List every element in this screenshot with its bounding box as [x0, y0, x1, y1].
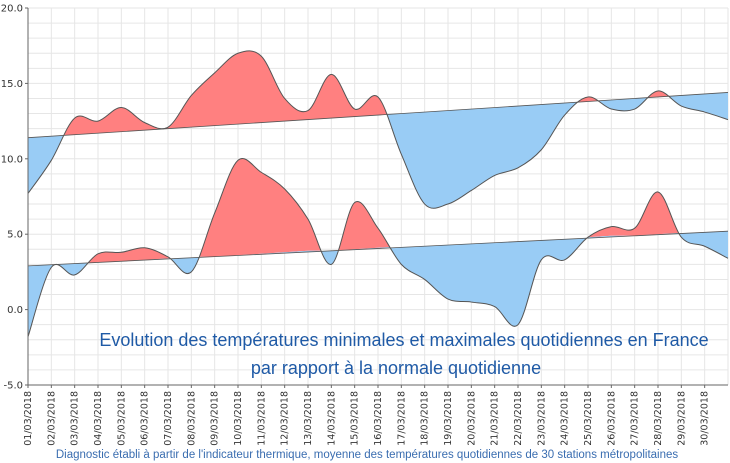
x-tick-label: 10/03/2018 [233, 391, 244, 446]
area-fills [28, 50, 728, 337]
tmin-above-normal-area [28, 158, 728, 266]
x-tick-label: 29/03/2018 [676, 391, 687, 446]
x-tick-label: 17/03/2018 [396, 391, 407, 446]
x-tick-label: 06/03/2018 [140, 391, 151, 446]
x-tick-label: 26/03/2018 [606, 391, 617, 446]
x-tick-label: 03/03/2018 [70, 391, 81, 446]
tmin-normal-line [27, 230, 729, 267]
y-tick-label: 5.0 [7, 230, 23, 241]
y-tick-label: 15.0 [1, 79, 23, 90]
x-tick-label: 23/03/2018 [536, 391, 547, 446]
y-tick-labels: -5.0 0.0 5.0 10.0 15.0 20.0 [1, 4, 23, 392]
x-tick-label: 04/03/2018 [93, 391, 104, 446]
x-tick-label: 14/03/2018 [326, 391, 337, 446]
x-tick-label: 24/03/2018 [560, 391, 571, 446]
chart-footnote: Diagnostic établi à partir de l'indicate… [56, 449, 679, 461]
x-tick-label: 12/03/2018 [280, 391, 291, 446]
x-tick-label: 09/03/2018 [210, 391, 221, 446]
x-tick-label: 16/03/2018 [373, 391, 384, 446]
x-tick-label: 05/03/2018 [116, 391, 127, 446]
x-tick-label: 08/03/2018 [186, 391, 197, 446]
tmax-series-line [27, 50, 729, 209]
y-tick-label: 20.0 [1, 4, 23, 15]
tmin-series-line [27, 158, 729, 337]
normal-lines [27, 92, 729, 267]
x-tick-label: 18/03/2018 [420, 391, 431, 446]
x-tick-label: 27/03/2018 [630, 391, 641, 446]
x-tick-label: 20/03/2018 [466, 391, 477, 446]
x-tick-labels: 01/03/2018 02/03/2018 03/03/2018 04/03/2018… [23, 391, 711, 446]
x-tick-label: 01/03/2018 [23, 391, 34, 446]
y-tick-label: -5.0 [3, 381, 23, 392]
x-tick-label: 11/03/2018 [256, 391, 267, 446]
y-tick-label: 0.0 [7, 305, 23, 316]
chart-title-line-2: par rapport à la normale quotidienne [251, 358, 541, 378]
y-tick-label: 10.0 [1, 154, 23, 165]
x-tick-label: 13/03/2018 [303, 391, 314, 446]
chart-title-line-1: Evolution des températures minimales et … [99, 330, 708, 350]
x-tick-label: 28/03/2018 [653, 391, 664, 446]
x-tick-label: 15/03/2018 [350, 391, 361, 446]
tmax-above-normal-area [28, 50, 728, 138]
grid [27, 7, 729, 386]
series-lines [27, 50, 729, 337]
x-tick-label: 30/03/2018 [700, 391, 711, 446]
axes [25, 7, 728, 388]
x-tick-label: 25/03/2018 [583, 391, 594, 446]
x-tick-label: 22/03/2018 [513, 391, 524, 446]
tmax-normal-line [27, 92, 729, 139]
x-tick-label: 21/03/2018 [490, 391, 501, 446]
x-tick-label: 07/03/2018 [163, 391, 174, 446]
x-tick-label: 02/03/2018 [46, 391, 57, 446]
x-tick-label: 19/03/2018 [443, 391, 454, 446]
